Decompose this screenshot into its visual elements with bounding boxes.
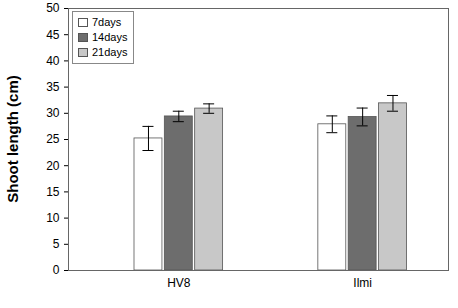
svg-text:0: 0	[53, 263, 60, 277]
svg-text:5: 5	[53, 237, 60, 251]
svg-text:45: 45	[46, 28, 60, 42]
html-text:7days: 7days	[92, 16, 122, 28]
svg-text:10: 10	[46, 211, 60, 225]
html-text:14days: 14days	[92, 31, 128, 43]
svg-text:HV8: HV8	[167, 276, 191, 290]
svg-text:Ilmi: Ilmi	[353, 276, 372, 290]
svg-text:35: 35	[46, 80, 60, 94]
svg-text:25: 25	[46, 132, 60, 146]
html-text:21days: 21days	[92, 46, 128, 58]
svg-text:40: 40	[46, 54, 60, 68]
svg-text:Shoot length (cm): Shoot length (cm)	[4, 75, 21, 203]
svg-text:30: 30	[46, 106, 60, 120]
svg-text:15: 15	[46, 185, 60, 199]
svg-text:20: 20	[46, 159, 60, 173]
svg-text:50: 50	[46, 1, 60, 15]
